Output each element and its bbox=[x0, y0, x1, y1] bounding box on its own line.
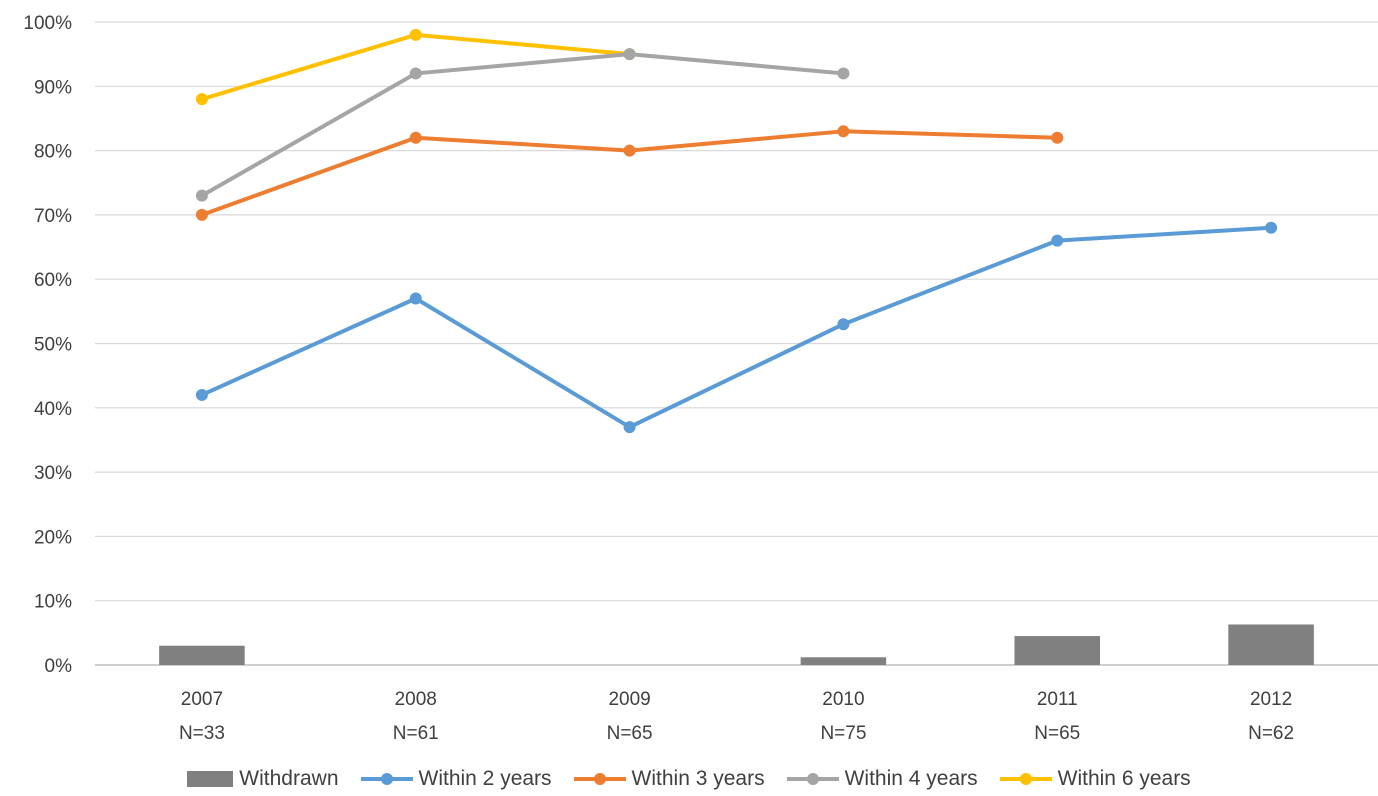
point-within-2-years-2009 bbox=[623, 421, 636, 434]
withdrawn-bars bbox=[159, 624, 1314, 665]
chart: 0% 10% 20% 30% 40% 50% 60% 70% 80% 90% 100% 2007 N=… bbox=[23, 13, 1378, 744]
legend-item-within-3-years: Within 3 years bbox=[573, 767, 765, 791]
point-within-2-years-2012 bbox=[1265, 221, 1278, 234]
line-within-3-years bbox=[199, 129, 1060, 217]
point-within-3-years-2010 bbox=[837, 125, 850, 138]
point-within-4-years-2010 bbox=[837, 67, 850, 80]
x-tick-label: 2010 bbox=[822, 689, 864, 710]
legend-item-within-6-years: Within 6 years bbox=[999, 767, 1191, 791]
point-within-3-years-2007 bbox=[195, 208, 208, 221]
point-within-3-years-2008 bbox=[409, 131, 422, 144]
point-within-2-years-2010 bbox=[837, 318, 850, 331]
point-within-3-years-2011 bbox=[1051, 131, 1064, 144]
point-within-6-years-2008 bbox=[409, 28, 422, 41]
legend-label-within-4-years: Within 4 years bbox=[844, 767, 978, 790]
line-within-2-years bbox=[199, 225, 1274, 430]
bar-withdrawn-2010 bbox=[800, 657, 887, 665]
legend-label-within-2-years: Within 2 years bbox=[418, 767, 552, 790]
x-tick-sublabel: N=62 bbox=[1248, 723, 1294, 744]
legend-item-within-2-years: Within 2 years bbox=[360, 767, 552, 791]
x-tick-sublabel: N=61 bbox=[393, 723, 439, 744]
bar-withdrawn-2007 bbox=[159, 645, 245, 665]
legend: Withdrawn Within 2 years Within 3 years … bbox=[0, 762, 1378, 796]
y-tick-label: 70% bbox=[34, 206, 72, 227]
y-tick-label: 0% bbox=[45, 656, 73, 677]
point-within-6-years-2007 bbox=[195, 93, 208, 106]
legend-label-withdrawn: Withdrawn bbox=[239, 767, 339, 790]
x-axis-labels: 2007 N=33 2008 N=61 2009 N=65 2010 N=75 2011 N=65… bbox=[179, 689, 1294, 744]
legend-swatch-within-6-years bbox=[999, 771, 1052, 787]
point-within-4-years-2007 bbox=[195, 189, 208, 202]
x-tick-sublabel: N=33 bbox=[179, 723, 225, 744]
legend-swatch-within-3-years bbox=[573, 771, 626, 787]
x-tick-label: 2011 bbox=[1037, 689, 1078, 710]
bar-withdrawn-2012 bbox=[1228, 624, 1314, 665]
line-within-4-years bbox=[199, 52, 846, 198]
legend-label-within-6-years: Within 6 years bbox=[1057, 767, 1191, 790]
series-within-4-years bbox=[195, 48, 850, 202]
line-within-6-years bbox=[199, 32, 632, 102]
series-lines bbox=[195, 28, 1278, 434]
y-tick-label: 90% bbox=[34, 77, 72, 98]
x-tick-label: 2012 bbox=[1250, 689, 1292, 710]
bar-withdrawn-2011 bbox=[1014, 636, 1101, 665]
y-tick-label: 60% bbox=[34, 270, 72, 291]
point-within-4-years-2008 bbox=[409, 67, 422, 80]
point-within-2-years-2008 bbox=[409, 292, 422, 305]
y-tick-label: 50% bbox=[34, 335, 72, 356]
point-within-4-years-2009 bbox=[623, 48, 636, 61]
y-tick-label: 20% bbox=[34, 527, 72, 548]
x-tick-sublabel: N=65 bbox=[607, 723, 653, 744]
y-tick-label: 30% bbox=[34, 463, 72, 484]
series-within-2-years bbox=[195, 221, 1278, 434]
x-tick-sublabel: N=75 bbox=[820, 723, 866, 744]
legend-swatch-within-4-years bbox=[786, 771, 839, 787]
series-within-6-years bbox=[195, 28, 636, 106]
legend-swatch-within-2-years bbox=[360, 771, 413, 787]
legend-item-withdrawn: Withdrawn bbox=[187, 767, 339, 791]
series-within-3-years bbox=[195, 125, 1064, 221]
y-tick-label: 80% bbox=[34, 142, 72, 163]
legend-swatch-withdrawn bbox=[187, 771, 234, 787]
x-tick-label: 2007 bbox=[181, 689, 223, 710]
legend-item-within-4-years: Within 4 years bbox=[786, 767, 978, 791]
x-tick-label: 2008 bbox=[395, 689, 437, 710]
point-within-3-years-2009 bbox=[623, 144, 636, 157]
y-tick-label: 100% bbox=[23, 13, 72, 34]
x-tick-label: 2009 bbox=[608, 689, 650, 710]
point-within-2-years-2007 bbox=[195, 388, 208, 401]
y-tick-label: 40% bbox=[34, 399, 72, 420]
legend-label-within-3-years: Within 3 years bbox=[631, 767, 765, 790]
x-tick-sublabel: N=65 bbox=[1034, 723, 1080, 744]
gridlines bbox=[95, 21, 1378, 666]
point-within-2-years-2011 bbox=[1051, 234, 1064, 247]
y-tick-label: 10% bbox=[34, 592, 72, 613]
y-axis-labels: 0% 10% 20% 30% 40% 50% 60% 70% 80% 90% 100% bbox=[23, 13, 72, 677]
